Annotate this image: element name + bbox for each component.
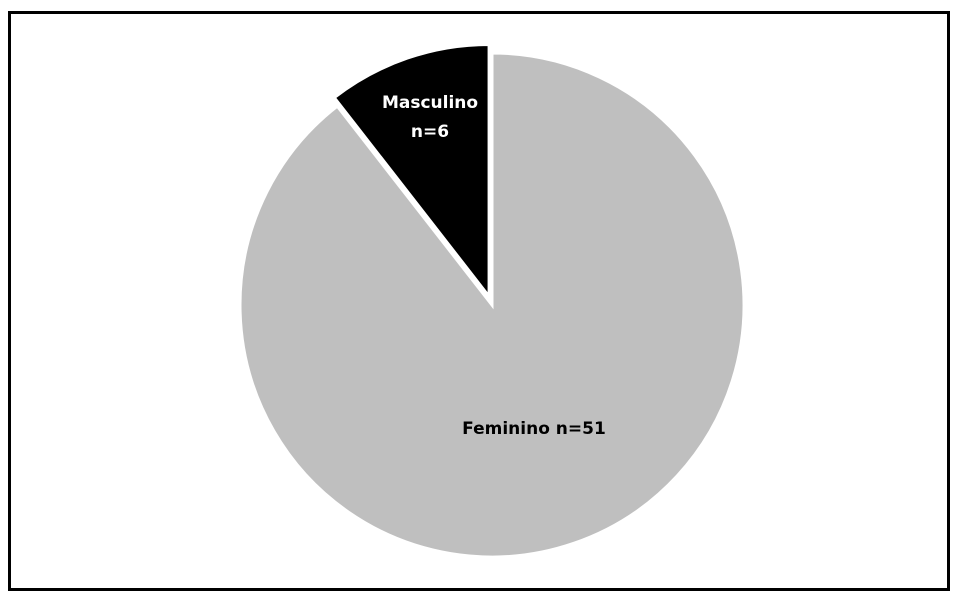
slice-label-feminino: Feminino n=51 [462, 419, 606, 439]
pie-slice-masculino [332, 42, 491, 301]
slice-label-masculino-name: Masculino [382, 93, 478, 113]
pie-slice-feminino [238, 51, 746, 559]
slice-label-masculino-count: n=6 [411, 122, 449, 142]
